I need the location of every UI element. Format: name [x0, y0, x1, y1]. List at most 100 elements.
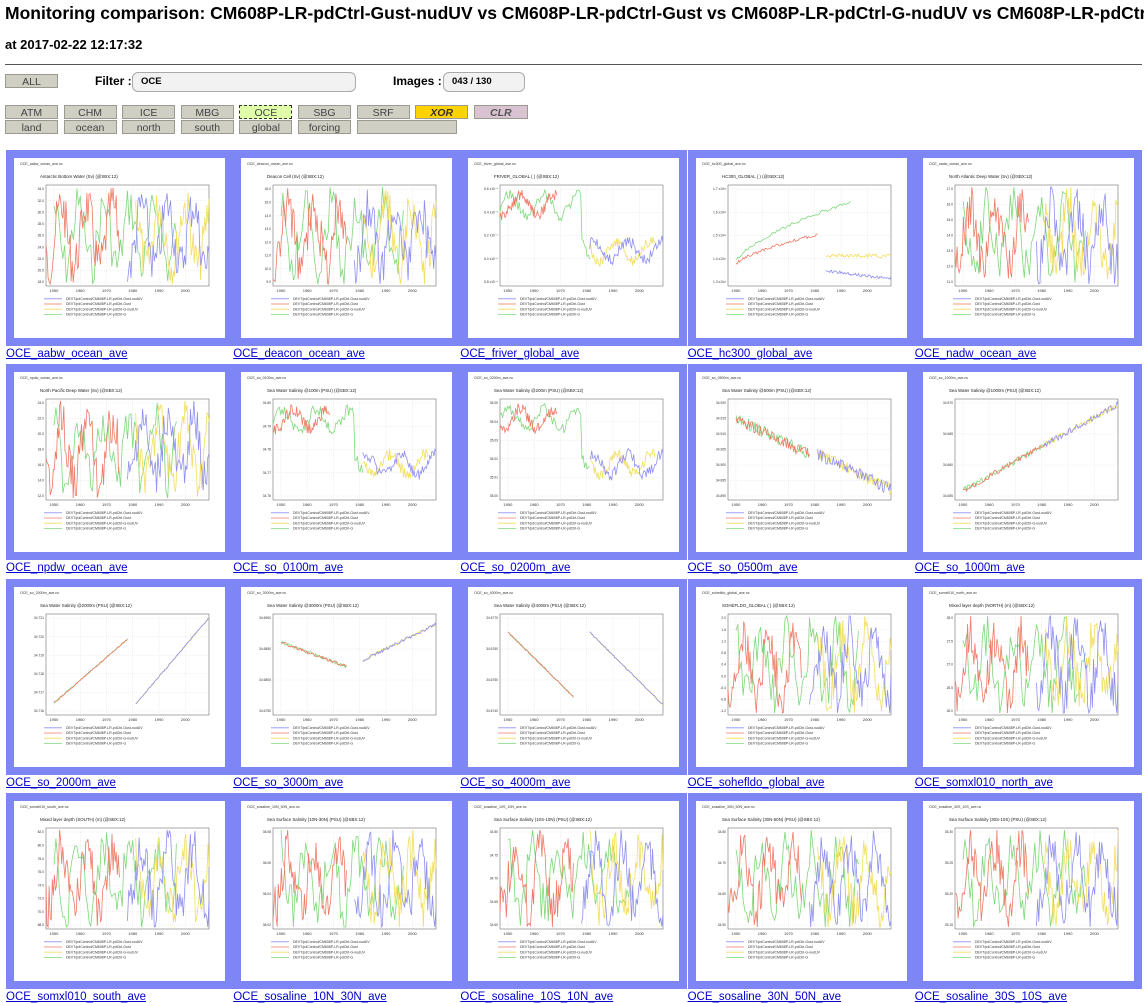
thumbnail-frame[interactable]: OCE_hc300_global_ave.nc HC300_GLOBAL ( ) … — [687, 150, 915, 346]
thumbnail-link[interactable]: OCE_deacon_ocean_ave — [233, 348, 365, 360]
y-tick-label: 80.0 — [38, 843, 45, 847]
x-tick-label: 1960 — [757, 931, 767, 936]
thumbnail-frame[interactable]: OCE_so_0500m_ave.nc Sea Water Salinity @5… — [687, 364, 915, 561]
thumbnail-link[interactable]: OCE_sosaline_30N_50N_ave — [687, 990, 842, 1003]
thumbnail-plot[interactable]: OCE_sosaline_30S_10S_ave.nc Sea Surface S… — [922, 800, 1134, 981]
x-tick-label: 1990 — [836, 502, 846, 507]
legend-entry: DEVT/pdControl/CM608P-LR-pdCtrl-G — [975, 527, 1035, 531]
category-button-chm[interactable]: CHM — [63, 105, 117, 119]
thumbnail-frame[interactable]: OCE_nadw_ocean_ave.nc North Atlantic Deep… — [914, 150, 1142, 346]
x-tick-label: 1970 — [102, 502, 112, 507]
thumbnail-link[interactable]: OCE_somxl010_north_ave — [914, 776, 1053, 789]
thumbnail-plot[interactable]: OCE_so_2000m_ave.nc Sea Water Salinity @2… — [14, 586, 225, 767]
thumbnail-plot[interactable]: OCE_aabw_ocean_ave.nc Antarctic Bottom Wa… — [14, 158, 225, 338]
thumbnail-plot[interactable]: OCE_sosaline_30N_50N_ave.nc Sea Surface S… — [695, 800, 907, 981]
region-button-north[interactable]: north — [122, 120, 176, 134]
category-button-ice[interactable]: ICE — [122, 105, 176, 119]
x-tick-label: 1960 — [303, 288, 313, 293]
thumbnail-frame[interactable]: OCE_so_4000m_ave.nc Sea Water Salinity @4… — [460, 578, 688, 775]
thumbnail-plot[interactable]: OCE_somxl010_south_ave.nc Mixed layer dep… — [14, 800, 225, 981]
thumbnail-plot[interactable]: OCE_so_1000m_ave.nc Sea Water Salinity @1… — [922, 372, 1134, 553]
thumbnail-plot[interactable]: OCE_deacon_ocean_ave.nc Deacon Cell (Sv) … — [241, 158, 453, 338]
thumbnail-link[interactable]: OCE_so_1000m_ave — [914, 562, 1025, 575]
region-button-forcing[interactable]: forcing — [298, 120, 351, 134]
thumbnail-plot[interactable]: OCE_sosaline_10N_30N_ave.nc Sea Surface S… — [241, 800, 453, 981]
thumbnail-frame[interactable]: OCE_sohefldo_global_ave.nc SOHEFLDO_GLOBA… — [687, 578, 915, 775]
thumbnail-frame[interactable]: OCE_somxl010_north_ave.nc Mixed layer dep… — [914, 578, 1142, 775]
thumbnail-link[interactable]: OCE_nadw_ocean_ave — [914, 348, 1037, 360]
thumbnail-frame[interactable]: OCE_somxl010_south_ave.nc Mixed layer dep… — [6, 792, 233, 989]
category-button-oce[interactable]: OCE — [239, 105, 293, 119]
y-tick-label: 72.0 — [38, 897, 45, 901]
region-button-land[interactable]: land — [5, 120, 58, 134]
thumbnail-frame[interactable]: OCE_so_0100m_ave.nc Sea Water Salinity @1… — [233, 364, 461, 561]
thumbnail-link[interactable]: OCE_so_3000m_ave — [233, 776, 344, 789]
legend-entry: DEVT/pdControl/CM608P-LR-pdCtrl-G-nudUV — [520, 522, 593, 526]
thumbnail-plot[interactable]: OCE_so_0100m_ave.nc Sea Water Salinity @1… — [241, 372, 453, 553]
thumbnail-plot[interactable]: OCE_so_0500m_ave.nc Sea Water Salinity @5… — [695, 372, 907, 553]
images-count-field[interactable]: 043 / 130 — [443, 72, 525, 92]
region-button-ocean[interactable]: ocean — [63, 120, 117, 134]
thumbnail-plot[interactable]: OCE_so_3000m_ave.nc Sea Water Salinity @3… — [241, 586, 453, 767]
thumbnail-frame[interactable]: OCE_sosaline_10N_30N_ave.nc Sea Surface S… — [233, 792, 461, 989]
all-button[interactable]: ALL — [5, 74, 58, 88]
thumbnail-link[interactable]: OCE_so_0500m_ave — [687, 562, 798, 575]
thumbnail-frame[interactable]: OCE_so_1000m_ave.nc Sea Water Salinity @1… — [914, 364, 1142, 561]
y-tick-label: 34.6770 — [486, 616, 498, 620]
thumbnail-link[interactable]: OCE_sosaline_30S_10S_ave — [914, 990, 1067, 1003]
thumbnail-frame[interactable]: OCE_sosaline_30S_10S_ave.nc Sea Surface S… — [914, 792, 1142, 989]
thumbnail-frame[interactable]: OCE_so_2000m_ave.nc Sea Water Salinity @2… — [6, 578, 233, 775]
thumbnail-plot[interactable]: OCE_sohefldo_global_ave.nc SOHEFLDO_GLOBA… — [695, 586, 907, 767]
x-tick-label: 1970 — [329, 288, 339, 293]
y-tick-label: 35.15 — [945, 923, 953, 927]
thumbnail-plot[interactable]: OCE_so_4000m_ave.nc Sea Water Salinity @4… — [468, 586, 680, 767]
region-button-empty[interactable] — [356, 120, 457, 134]
thumbnail-plot[interactable]: OCE_hc300_global_ave.nc HC300_GLOBAL ( ) … — [695, 158, 907, 338]
thumbnail-link[interactable]: OCE_npdw_ocean_ave — [6, 562, 128, 575]
y-tick-label: 34.665 — [943, 432, 953, 436]
filter-input[interactable]: OCE — [132, 72, 356, 92]
region-button-global[interactable]: global — [239, 120, 293, 134]
thumbnail-link[interactable]: OCE_so_4000m_ave — [460, 776, 571, 789]
thumbnail-link[interactable]: OCE_sosaline_10S_10N_ave — [460, 990, 614, 1003]
y-tick-label: 34.60 — [490, 923, 498, 927]
plot-title: Sea Water Salinity @100m (PSU) (@SBX:12) — [267, 388, 357, 393]
thumbnail-link[interactable]: OCE_so_2000m_ave — [6, 776, 116, 789]
category-button-clr[interactable]: CLR — [473, 105, 528, 119]
y-tick-label: 26.0 — [38, 234, 45, 238]
region-button-south[interactable]: south — [180, 120, 234, 134]
thumbnail-plot[interactable]: OCE_somxl010_north_ave.nc Mixed layer dep… — [922, 586, 1134, 767]
thumbnail-link[interactable]: OCE_so_0100m_ave — [233, 562, 344, 575]
y-tick-label: 34.660 — [943, 463, 953, 467]
thumbnail-link[interactable]: OCE_friver_global_ave — [460, 348, 580, 360]
thumbnail-frame[interactable]: OCE_sosaline_10S_10N_ave.nc Sea Surface S… — [460, 792, 688, 989]
thumbnail-plot[interactable]: OCE_npdw_ocean_ave.nc North Pacific Deep … — [14, 372, 225, 553]
thumbnail-link[interactable]: OCE_somxl010_south_ave — [6, 990, 146, 1003]
category-button-atm[interactable]: ATM — [5, 105, 58, 119]
thumbnail-link[interactable]: OCE_sohefldo_global_ave — [687, 776, 825, 789]
thumbnail-link[interactable]: OCE_sosaline_10N_30N_ave — [233, 990, 387, 1003]
thumbnail-plot[interactable]: OCE_friver_global_ave.nc FRIVER_GLOBAL ( … — [468, 158, 680, 338]
category-button-sbg[interactable]: SBG — [298, 105, 351, 119]
category-button-xor[interactable]: XOR — [415, 105, 469, 119]
thumbnail-frame[interactable]: OCE_sosaline_30N_50N_ave.nc Sea Surface S… — [687, 792, 915, 989]
category-button-mbg[interactable]: MBG — [180, 105, 234, 119]
category-button-srf[interactable]: SRF — [356, 105, 410, 119]
thumbnail-frame[interactable]: OCE_so_3000m_ave.nc Sea Water Salinity @3… — [233, 578, 461, 775]
thumbnail-link[interactable]: OCE_aabw_ocean_ave — [6, 348, 128, 360]
legend-entry: DEVT/pdControl/CM608P-LR-pdCtrl-Gust-nud… — [748, 940, 825, 944]
thumbnail-frame[interactable]: OCE_friver_global_ave.nc FRIVER_GLOBAL ( … — [460, 150, 688, 346]
series-line — [280, 186, 404, 285]
thumbnail-frame[interactable]: OCE_deacon_ocean_ave.nc Deacon Cell (Sv) … — [233, 150, 461, 346]
filter-label: Filter : — [95, 74, 132, 88]
y-tick-label: 26.0 — [946, 709, 953, 713]
legend-entry: DEVT/pdControl/CM608P-LR-pdCtrl-G — [975, 741, 1035, 745]
thumbnail-frame[interactable]: OCE_npdw_ocean_ave.nc North Pacific Deep … — [6, 364, 233, 561]
thumbnail-plot[interactable]: OCE_sosaline_10S_10N_ave.nc Sea Surface S… — [468, 800, 680, 981]
thumbnail-plot[interactable]: OCE_so_0200m_ave.nc Sea Water Salinity @2… — [468, 372, 680, 553]
thumbnail-link[interactable]: OCE_hc300_global_ave — [687, 348, 813, 360]
thumbnail-frame[interactable]: OCE_aabw_ocean_ave.nc Antarctic Bottom Wa… — [6, 150, 233, 346]
thumbnail-link[interactable]: OCE_so_0200m_ave — [460, 562, 571, 575]
thumbnail-plot[interactable]: OCE_nadw_ocean_ave.nc North Atlantic Deep… — [922, 158, 1134, 338]
thumbnail-frame[interactable]: OCE_so_0200m_ave.nc Sea Water Salinity @2… — [460, 364, 688, 561]
